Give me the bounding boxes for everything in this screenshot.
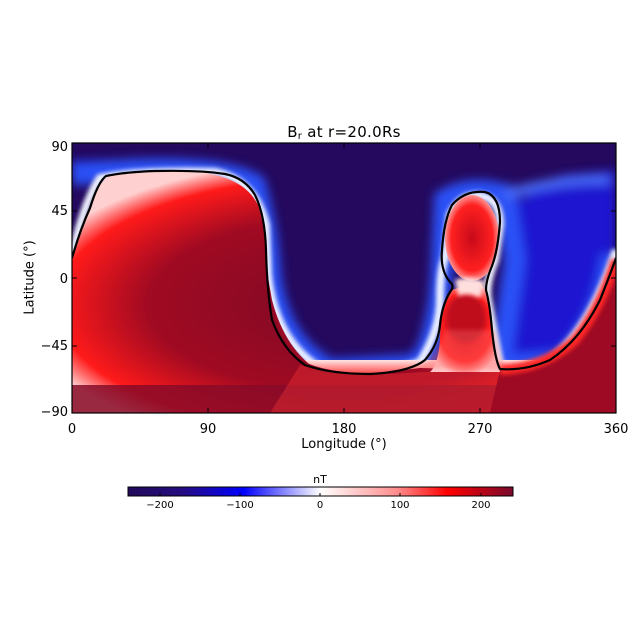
- x-axis-label: Longitude (°): [301, 437, 387, 452]
- colorbar-tick: 100: [390, 500, 410, 511]
- colorbar-tick: −100: [226, 500, 254, 511]
- colorbar-tick: 200: [471, 500, 491, 511]
- colorbar-tick: −200: [146, 500, 174, 511]
- y-tick-neg45: −45: [40, 339, 68, 354]
- x-tick-0: 0: [67, 422, 77, 437]
- y-tick-45: 45: [51, 204, 68, 219]
- x-tick-180: 180: [331, 422, 357, 437]
- y-tick-0: 0: [59, 272, 68, 287]
- zero-contour: [72, 169, 616, 376]
- colorbar-label: nT: [313, 473, 327, 486]
- y-tick-90: 90: [51, 140, 68, 155]
- colorbar-tick: 0: [316, 500, 324, 511]
- y-tick-neg90: −90: [40, 405, 68, 420]
- x-tick-270: 270: [467, 422, 493, 437]
- x-tick-90: 90: [199, 422, 217, 437]
- y-axis-label: Latitude (°): [22, 240, 38, 315]
- chart-title: Br at r=20.0Rs: [287, 123, 401, 142]
- x-tick-360: 360: [603, 422, 629, 437]
- axis-ticks: [72, 143, 616, 413]
